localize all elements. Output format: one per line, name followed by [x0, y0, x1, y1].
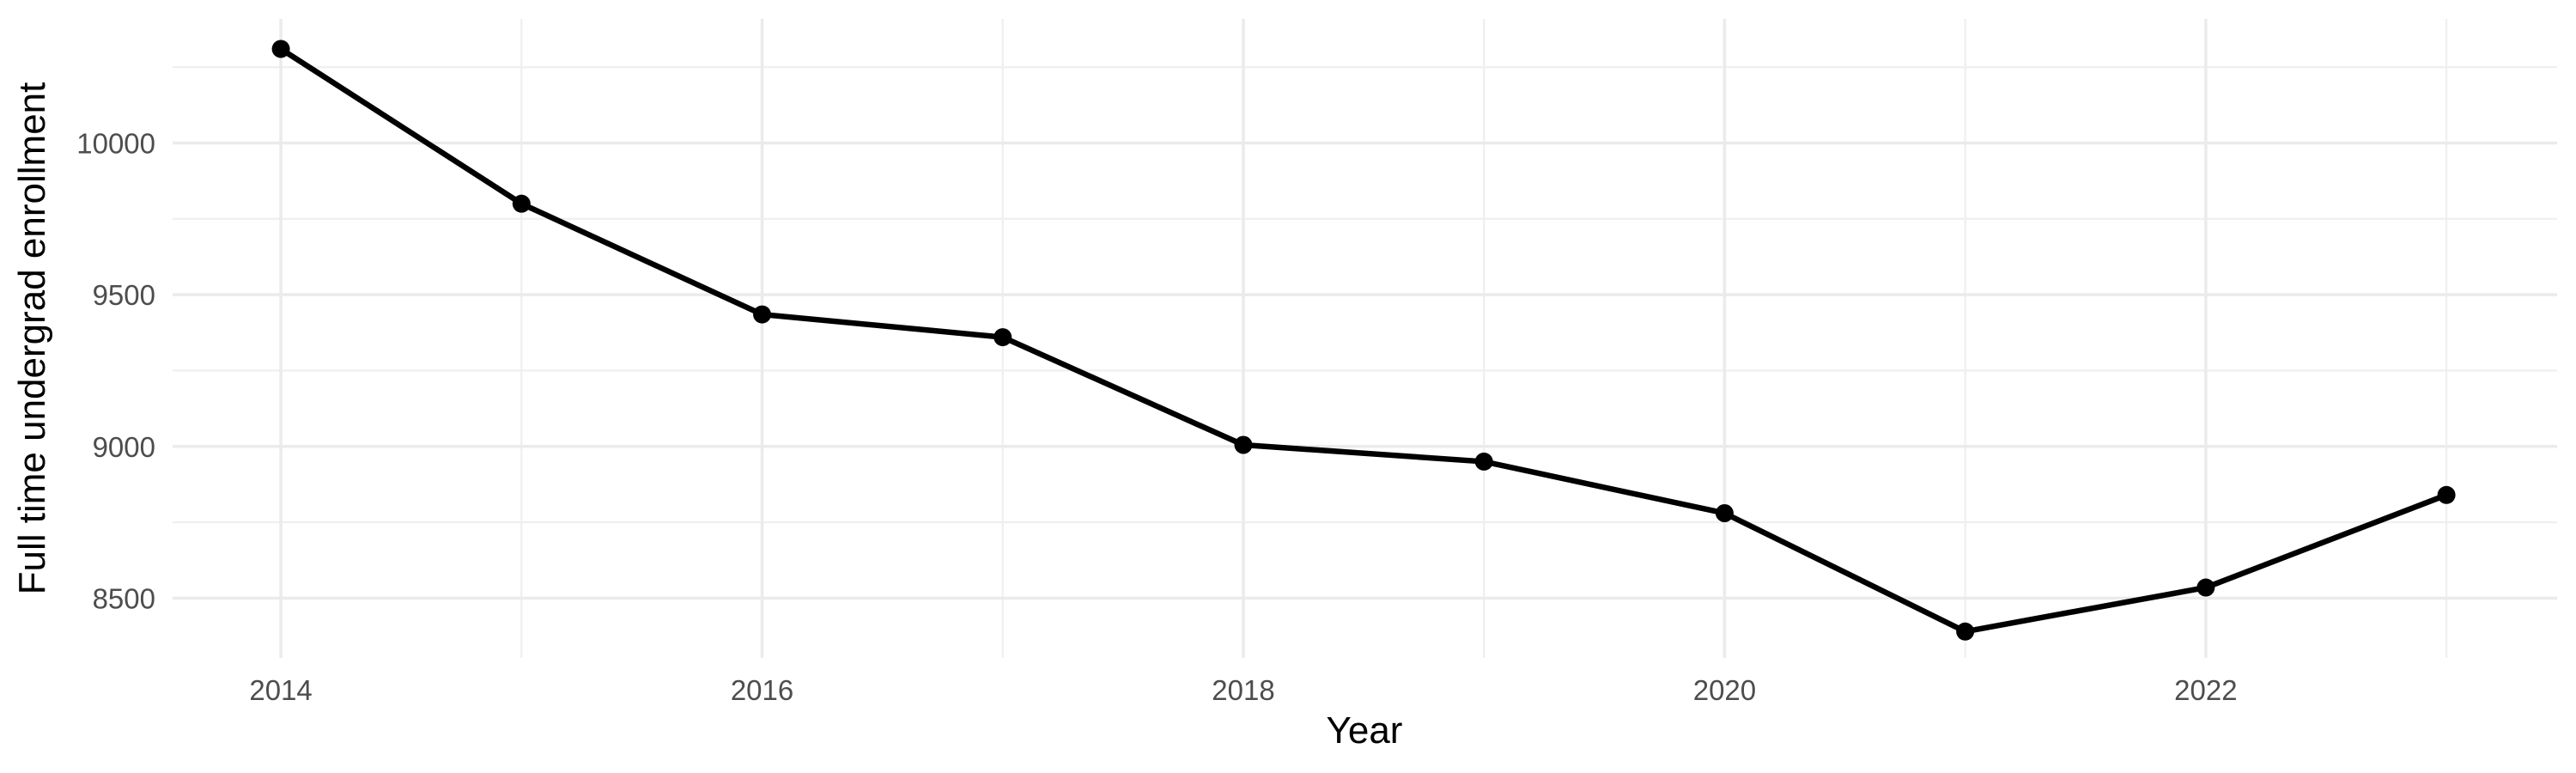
data-point — [1234, 435, 1253, 454]
x-axis-title: Year — [1327, 709, 1403, 752]
data-point — [1715, 503, 1734, 522]
gridlines-major — [173, 19, 2557, 658]
x-tick-label: 2020 — [1693, 674, 1756, 706]
data-point — [2437, 485, 2456, 504]
y-tick-label: 9000 — [93, 431, 155, 463]
data-points — [271, 40, 2456, 641]
data-point — [753, 305, 772, 324]
y-tick-label: 10000 — [76, 127, 155, 159]
gridlines-minor — [173, 19, 2557, 658]
data-point — [1474, 452, 1493, 471]
y-axis-tick-labels: 8500 9000 9500 10000 — [76, 127, 155, 614]
enrollment-line — [277, 46, 2450, 635]
y-tick-label: 8500 — [93, 582, 155, 614]
x-tick-label: 2018 — [1212, 674, 1274, 706]
data-point — [271, 40, 290, 58]
data-point — [2196, 578, 2215, 597]
data-point — [993, 328, 1012, 347]
y-tick-label: 9500 — [93, 279, 155, 311]
y-axis-title: Full time undergrad enrollment — [11, 82, 53, 595]
data-point — [1956, 622, 1975, 641]
x-tick-label: 2016 — [731, 674, 793, 706]
x-tick-label: 2022 — [2174, 674, 2237, 706]
x-axis-tick-labels: 2014 2016 2018 2020 2022 — [249, 674, 2237, 706]
data-point — [512, 194, 531, 213]
x-tick-label: 2014 — [249, 674, 312, 706]
